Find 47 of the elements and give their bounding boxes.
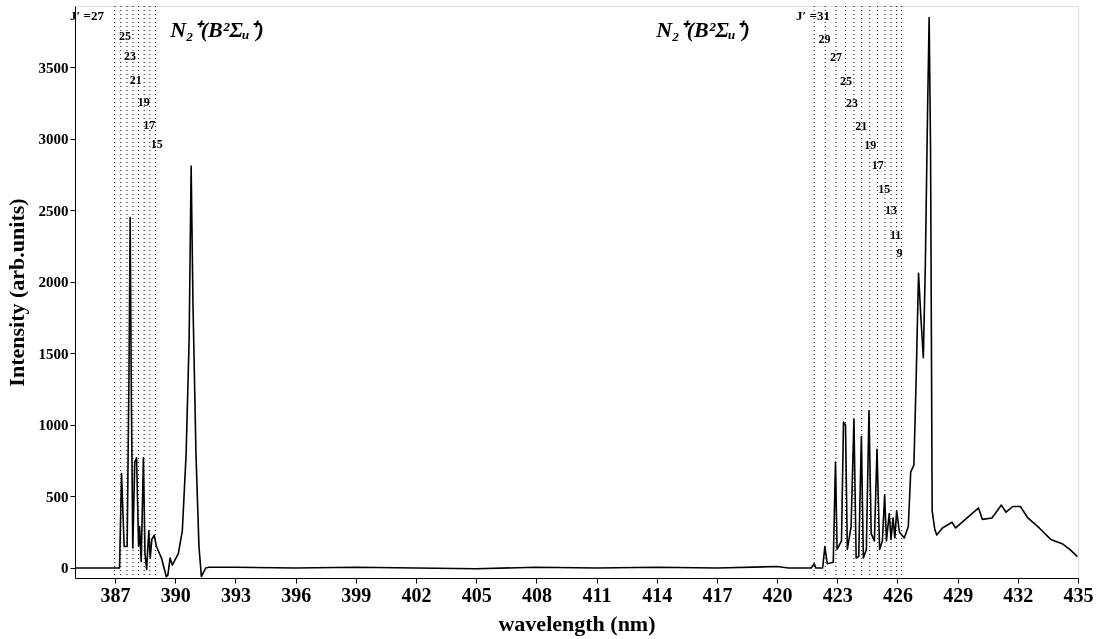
annotation: 23 bbox=[123, 49, 136, 64]
annotation: N₂⁺(B²Σᵤ⁺) bbox=[169, 17, 264, 42]
y-tick-label: 500 bbox=[46, 488, 69, 505]
y-tick-label: 2000 bbox=[38, 274, 69, 291]
y-tick-label: 2500 bbox=[38, 202, 69, 219]
x-tick-label: 393 bbox=[220, 583, 251, 606]
x-tick-label: 411 bbox=[582, 583, 612, 606]
x-tick-label: 426 bbox=[882, 583, 913, 606]
annotation: 19 bbox=[864, 137, 877, 152]
annotation: 29 bbox=[818, 31, 831, 46]
x-tick-label: 420 bbox=[762, 583, 793, 606]
x-tick-label: 417 bbox=[702, 583, 733, 606]
annotation: 9 bbox=[896, 245, 903, 260]
x-tick-label: 396 bbox=[281, 583, 312, 606]
x-tick-label: 402 bbox=[401, 583, 432, 606]
annotation: 19 bbox=[137, 94, 150, 109]
y-tick-label: 3000 bbox=[38, 131, 69, 148]
annotation: J′ =31 bbox=[796, 8, 830, 23]
x-tick-label: 399 bbox=[341, 583, 372, 606]
x-tick-label: 387 bbox=[100, 583, 131, 606]
annotation: 27 bbox=[829, 50, 842, 65]
x-tick-label: 405 bbox=[461, 583, 492, 606]
y-tick-label: 0 bbox=[61, 560, 69, 577]
x-tick-label: 390 bbox=[160, 583, 191, 606]
annotation: 11 bbox=[889, 227, 902, 242]
annotation: 13 bbox=[885, 203, 898, 218]
y-tick-label: 3500 bbox=[38, 59, 69, 76]
annotation: 21 bbox=[129, 73, 142, 88]
y-axis-title: Intensity (arb.units) bbox=[3, 198, 29, 387]
annotation: 23 bbox=[846, 95, 859, 110]
x-tick-label: 432 bbox=[1003, 583, 1034, 606]
annotation: 25 bbox=[118, 29, 131, 44]
annotation: 17 bbox=[871, 158, 884, 173]
annotation: N₂⁺(B²Σᵤ⁺) bbox=[655, 17, 750, 42]
x-tick-label: 429 bbox=[943, 583, 974, 606]
x-tick-label: 423 bbox=[822, 583, 853, 606]
x-axis-title: wavelength (nm) bbox=[498, 610, 656, 636]
annotation: 15 bbox=[150, 136, 163, 151]
x-tick-label: 408 bbox=[521, 583, 552, 606]
annotation: 15 bbox=[878, 182, 891, 197]
y-tick-label: 1500 bbox=[38, 345, 69, 362]
y-tick-label: 1000 bbox=[38, 417, 69, 434]
x-tick-label: 414 bbox=[642, 583, 673, 606]
annotation: 21 bbox=[855, 119, 868, 134]
annotation: 17 bbox=[143, 117, 156, 132]
annotation: 25 bbox=[840, 74, 853, 89]
x-tick-label: 435 bbox=[1063, 583, 1094, 606]
